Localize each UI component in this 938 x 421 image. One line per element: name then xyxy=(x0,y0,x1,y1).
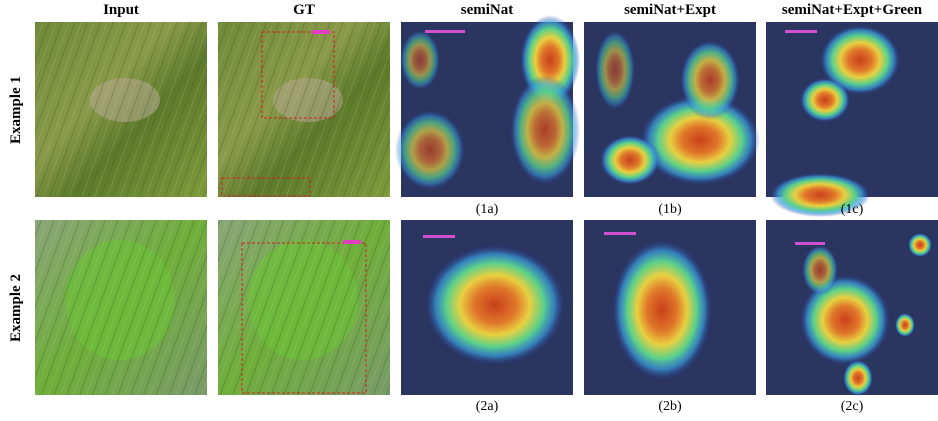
heatmap xyxy=(584,220,756,395)
gt-image xyxy=(218,220,390,395)
gt-image xyxy=(218,22,390,197)
caption: (2b) xyxy=(658,399,682,414)
heatmap xyxy=(766,220,938,396)
column-header: semiNat xyxy=(461,2,514,18)
input-image xyxy=(35,220,207,395)
row-label: Example 1 xyxy=(8,76,24,144)
column-header: semiNat+Expt+Green xyxy=(782,2,923,18)
heatmap xyxy=(766,22,938,217)
caption: (2a) xyxy=(476,399,499,414)
column-header: semiNat+Expt xyxy=(624,2,716,18)
caption: (2c) xyxy=(841,399,864,414)
heatmap xyxy=(395,15,580,197)
caption: (1b) xyxy=(658,202,682,217)
caption: (1c) xyxy=(841,202,864,217)
column-header: GT xyxy=(293,2,315,18)
input-image xyxy=(35,22,207,197)
caption: (1a) xyxy=(476,202,499,217)
heatmap xyxy=(401,220,573,395)
column-header: Input xyxy=(103,2,139,18)
row-label: Example 2 xyxy=(8,274,24,342)
heatmap xyxy=(584,22,760,197)
